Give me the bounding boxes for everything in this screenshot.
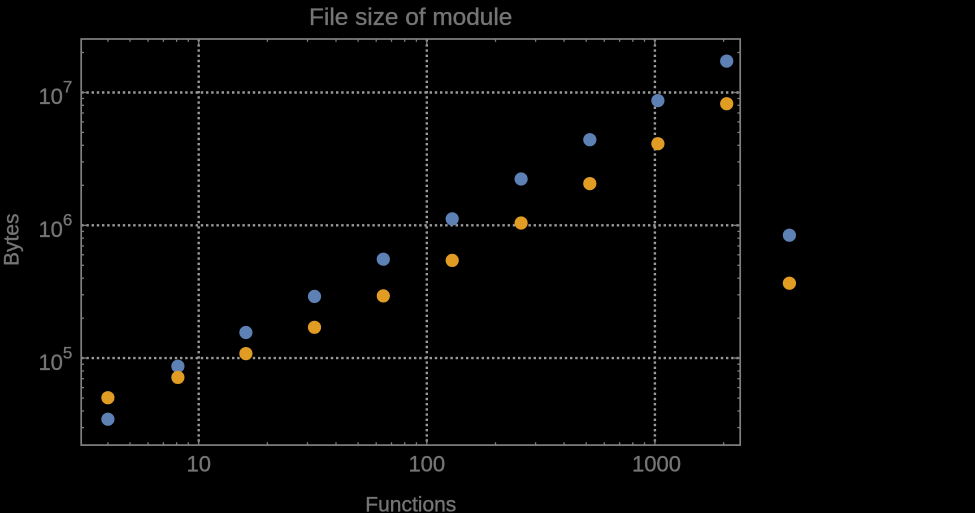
- svg-text:Bytes: Bytes: [0, 213, 23, 266]
- svg-text:100: 100: [408, 452, 445, 477]
- svg-text:106: 106: [38, 211, 72, 243]
- svg-text:Functions: Functions: [365, 493, 456, 513]
- svg-text:105: 105: [38, 343, 72, 375]
- svg-text:1000: 1000: [632, 452, 681, 477]
- svg-text:File size of module: File size of module: [309, 4, 512, 31]
- svg-text:10: 10: [186, 452, 210, 477]
- svg-text:107: 107: [38, 78, 72, 110]
